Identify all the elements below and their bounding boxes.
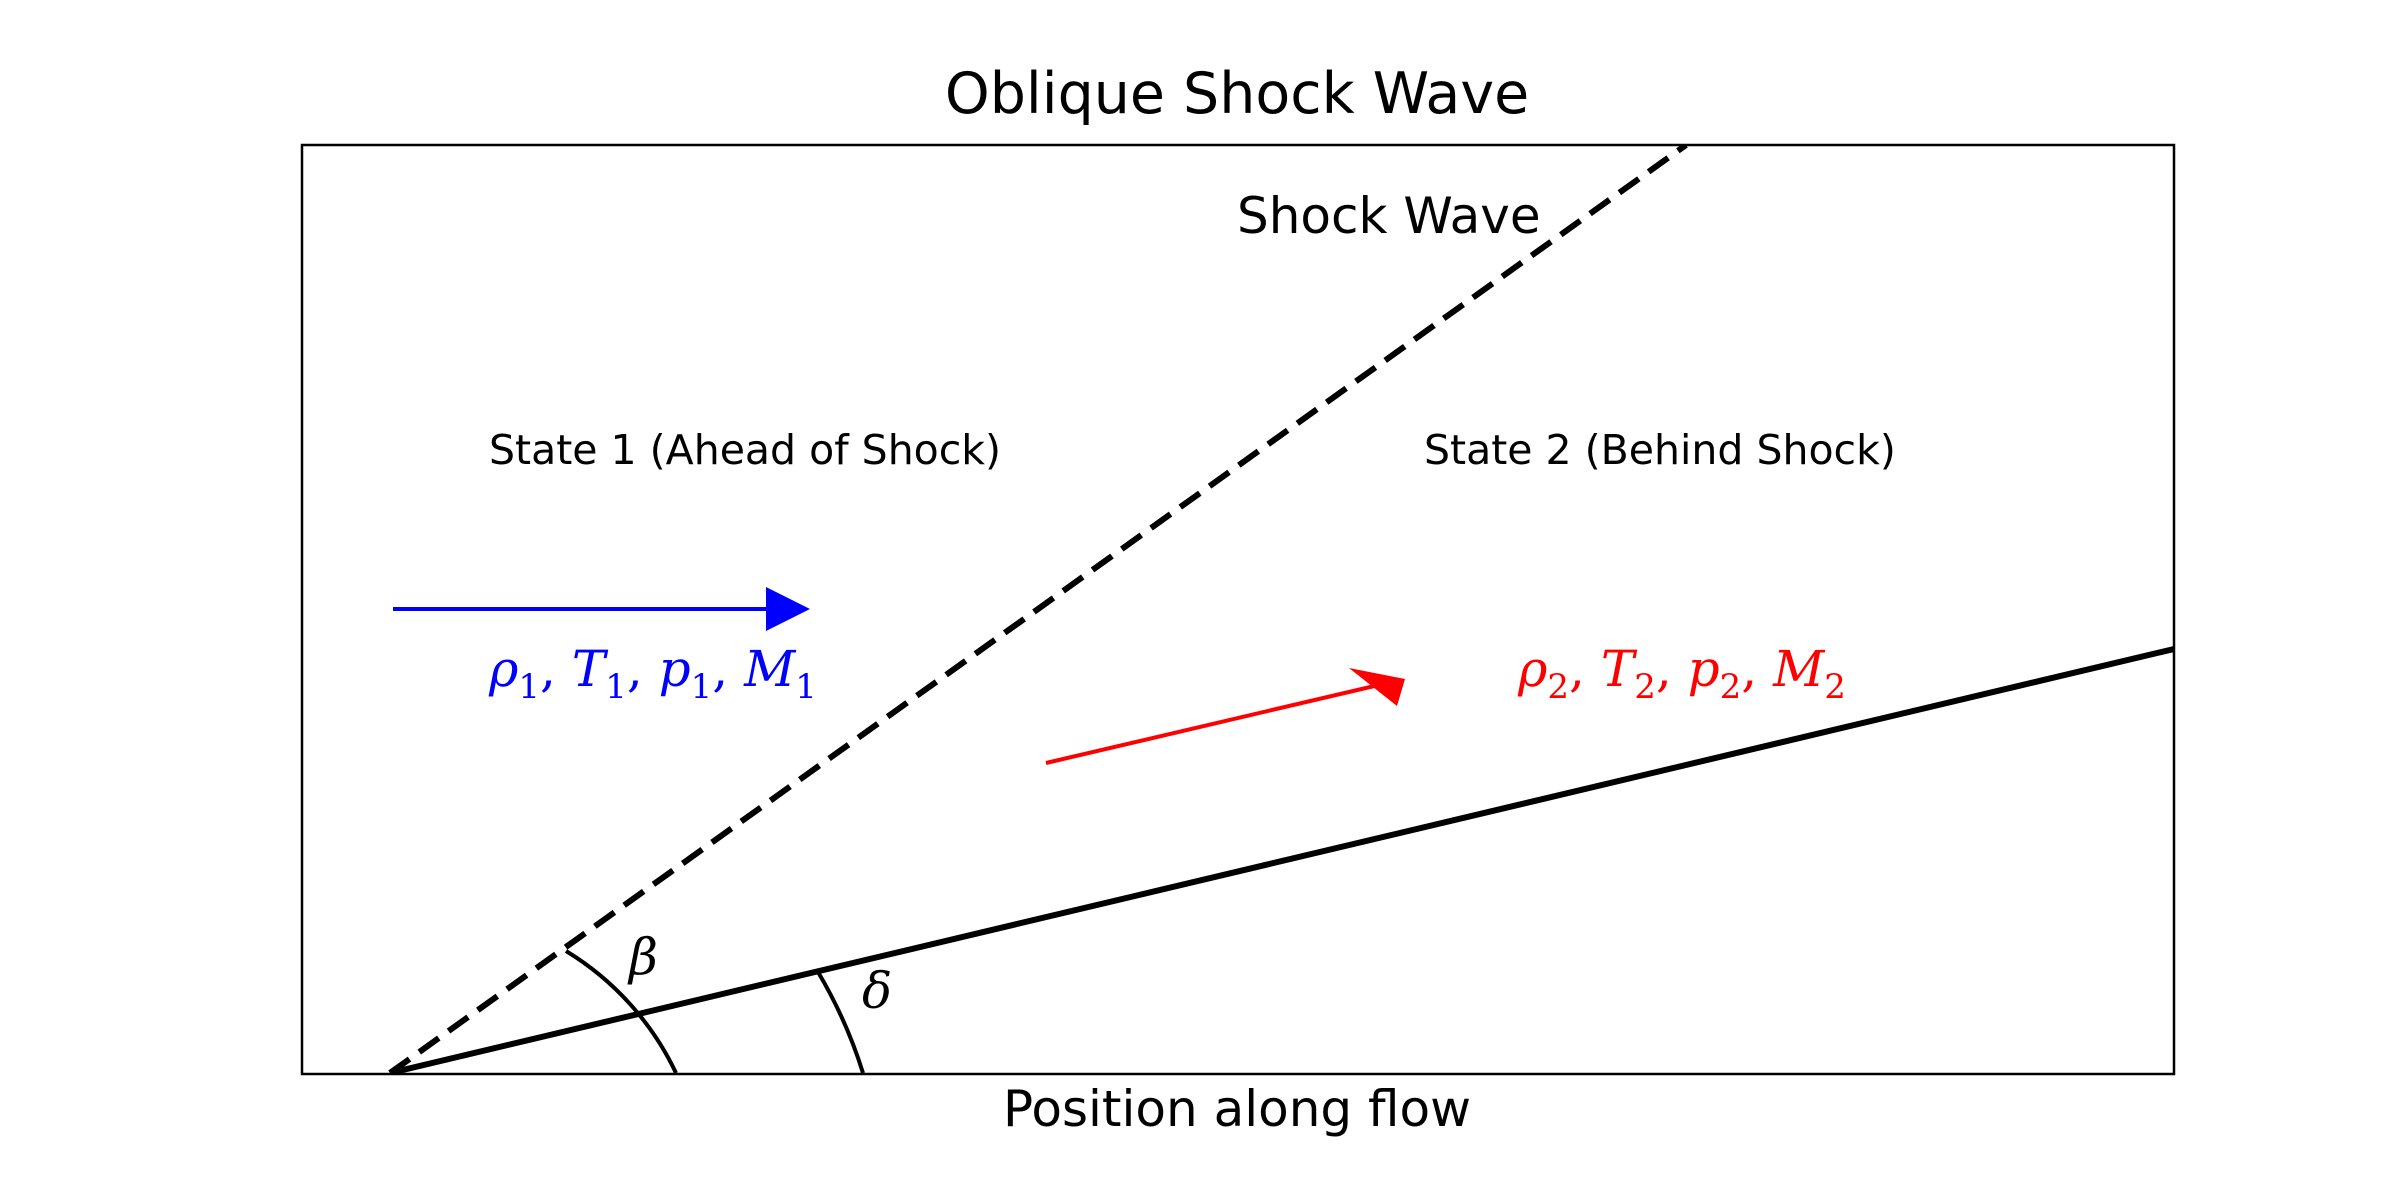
state2-label: State 2 (Behind Shock) [1424,426,1896,474]
wedge-surface-line [390,649,2174,1073]
beta-label: β [627,928,658,986]
state2-flow-arrow [1046,668,1405,763]
delta-angle-arc [818,972,863,1073]
x-axis-label: Position along flow [1003,1080,1471,1138]
diagram-title: Oblique Shock Wave [945,61,1529,127]
state1-flow-arrow [393,587,810,631]
delta-label: δ [862,962,892,1020]
state1-label: State 1 (Ahead of Shock) [489,426,1001,474]
state2-variables: ρ2, T2, p2, M2 [1517,640,1846,707]
state1-variables: ρ1, T1, p1, M1 [488,640,817,707]
shock-wave-label: Shock Wave [1237,187,1541,245]
